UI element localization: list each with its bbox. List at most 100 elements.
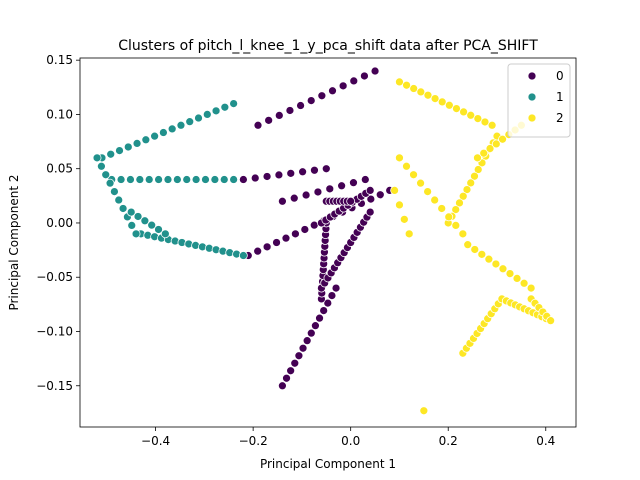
data-point <box>278 381 287 391</box>
legend-label: 0 <box>556 69 564 83</box>
x-axis-label: Principal Component 1 <box>260 457 396 471</box>
data-point <box>444 100 454 110</box>
data-point <box>154 225 163 234</box>
data-point <box>480 117 490 127</box>
data-point <box>118 204 128 213</box>
legend-marker <box>527 113 537 123</box>
data-point <box>300 225 310 234</box>
data-point <box>477 249 487 259</box>
data-point <box>346 196 356 206</box>
data-point <box>110 187 119 196</box>
data-point <box>311 321 320 331</box>
data-point <box>101 170 111 180</box>
data-point <box>298 167 307 177</box>
data-point <box>484 254 494 264</box>
data-point <box>127 221 137 230</box>
data-point <box>309 220 319 230</box>
data-point <box>462 185 472 194</box>
data-point <box>116 175 126 184</box>
data-point <box>239 175 248 184</box>
data-point <box>167 124 177 134</box>
data-point <box>250 173 260 183</box>
data-point <box>202 110 212 119</box>
data-point <box>294 351 304 361</box>
legend-marker <box>527 92 537 102</box>
data-point <box>366 194 376 204</box>
data-point <box>463 240 473 250</box>
data-point <box>274 111 284 120</box>
x-tick-label: −0.4 <box>141 434 170 448</box>
data-point <box>182 175 192 184</box>
data-point <box>327 291 337 300</box>
y-tick-label: −0.05 <box>36 270 73 284</box>
data-point <box>546 316 556 326</box>
data-point <box>201 175 210 184</box>
y-tick-label: 0.15 <box>46 53 73 67</box>
axes-frame <box>79 57 577 428</box>
data-point <box>390 186 399 195</box>
data-point <box>451 221 461 230</box>
data-point <box>404 229 414 239</box>
data-point <box>466 178 476 188</box>
data-point <box>452 104 461 113</box>
data-point <box>92 153 102 163</box>
data-point <box>310 165 319 175</box>
data-point <box>491 139 501 149</box>
y-tick-label: 0.00 <box>46 216 73 230</box>
legend: 0 1 2 <box>507 63 571 138</box>
data-point <box>306 328 316 338</box>
points-layer <box>92 66 556 416</box>
data-point <box>286 366 296 376</box>
data-point <box>219 175 229 184</box>
data-point <box>416 178 425 188</box>
data-point <box>123 142 133 152</box>
data-point <box>437 97 447 107</box>
data-point <box>323 298 333 308</box>
data-point <box>423 187 433 196</box>
data-point <box>289 193 299 203</box>
chart-title: Clusters of pitch_l_knee_1_y_pca_shift d… <box>118 38 538 54</box>
data-point <box>262 242 272 252</box>
data-point <box>328 86 337 96</box>
data-point <box>321 164 331 174</box>
data-point <box>253 246 263 256</box>
y-axis-label: Principal Component 2 <box>7 174 21 310</box>
legend-label: 2 <box>556 111 564 125</box>
data-point <box>253 120 263 130</box>
data-point <box>302 336 312 346</box>
data-point <box>512 274 522 283</box>
data-point <box>301 190 311 200</box>
x-tick-label: 0.2 <box>439 434 458 448</box>
data-point <box>399 214 409 224</box>
x-tick-label: 0.4 <box>536 434 555 448</box>
data-point <box>349 76 359 86</box>
data-point <box>365 207 375 217</box>
data-point <box>220 102 230 112</box>
data-point <box>210 175 220 184</box>
data-point <box>365 186 375 195</box>
data-point <box>317 91 327 101</box>
data-point <box>147 220 157 230</box>
legend-box <box>507 63 571 138</box>
data-point <box>466 110 476 120</box>
data-point <box>319 306 329 315</box>
data-point <box>172 175 182 184</box>
data-point <box>291 229 300 239</box>
data-point <box>286 168 296 178</box>
data-point <box>211 106 221 116</box>
data-point <box>370 66 380 76</box>
data-point <box>498 264 508 274</box>
legend-marker <box>527 71 537 81</box>
data-point <box>444 212 454 222</box>
data-point <box>430 94 440 103</box>
data-point <box>285 106 295 115</box>
data-point <box>154 175 163 184</box>
y-tick-label: −0.15 <box>36 379 73 393</box>
data-point <box>479 148 489 158</box>
data-point <box>331 283 341 293</box>
data-point <box>315 313 324 323</box>
data-point <box>423 90 433 100</box>
y-axis: −0.15 −0.10 −0.05 0.00 0.05 0.10 0.15 <box>36 53 80 393</box>
data-point <box>191 175 201 184</box>
